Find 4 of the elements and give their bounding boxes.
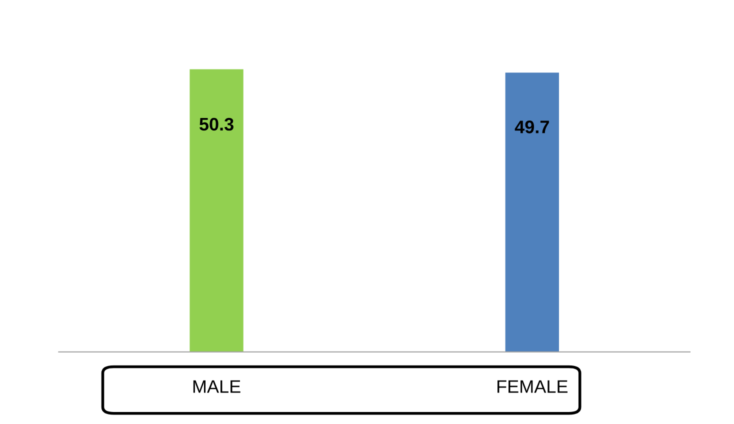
data-label: 49.7 bbox=[514, 120, 549, 134]
x-tick-label: FEMALE bbox=[498, 380, 568, 393]
data-label: 50.3 bbox=[200, 118, 234, 131]
x-tick-label: MALE bbox=[193, 380, 240, 393]
